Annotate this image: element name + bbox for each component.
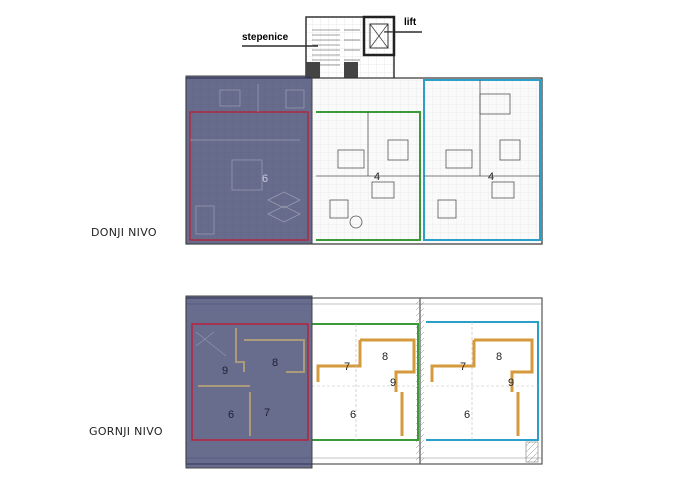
upper-middle-room-b: 8 (382, 351, 388, 363)
lower-right-unit: 4 (423, 79, 541, 241)
upper-middle-room-d: 6 (350, 409, 356, 421)
upper-left-room-b: 8 (272, 357, 278, 369)
upper-right-room-a: 7 (460, 361, 466, 373)
upper-middle-unit: 7 8 9 6 (312, 323, 419, 441)
upper-middle-room-a: 7 (344, 361, 350, 373)
upper-level-label: GORNJI NIVO (89, 425, 163, 438)
lower-level-plan: 4 4 (185, 15, 543, 245)
upper-right-room-d: 6 (464, 409, 470, 421)
lift-label: lift (404, 17, 417, 28)
upper-left-unit: 9 8 6 7 (185, 295, 313, 469)
upper-right-room-b: 8 (496, 351, 502, 363)
upper-right-room-c: 9 (508, 377, 514, 389)
lower-left-room-number: 6 (262, 173, 268, 185)
upper-left-room-c: 6 (228, 409, 234, 421)
lower-left-unit: 6 (185, 75, 313, 245)
lower-middle-unit: 4 (316, 111, 421, 241)
stair-core (305, 15, 396, 80)
upper-left-room-d: 7 (264, 407, 270, 419)
upper-left-room-a: 9 (222, 365, 228, 377)
stairs-label: stepenice (242, 32, 289, 43)
lower-middle-room-number: 4 (374, 171, 380, 183)
lower-level-label: DONJI NIVO (91, 226, 157, 239)
upper-middle-room-c: 9 (390, 377, 396, 389)
lower-right-room-number: 4 (488, 171, 494, 183)
upper-level-plan: 7 8 9 6 7 8 9 6 (185, 295, 543, 469)
upper-right-unit: 7 8 9 6 (426, 321, 539, 463)
